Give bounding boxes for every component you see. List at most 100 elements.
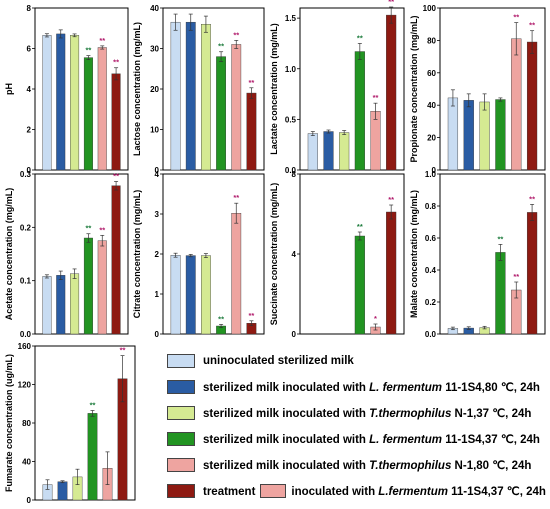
significance-mark: * (374, 314, 377, 323)
significance-mark: ** (90, 400, 96, 409)
chart-panel-4: 0.0 0.1 0.2 0.3 Acetate concentration (mg/mL… (4, 170, 129, 339)
y-tick-label: 80 (22, 419, 31, 428)
legend-item-3: sterilized milk inoculated with L. ferme… (167, 431, 540, 447)
significance-mark: ** (357, 33, 363, 42)
y-tick-label: 0.8 (425, 202, 437, 211)
y-axis-label: Lactose concentration (mg/mL) (132, 22, 142, 156)
significance-mark: ** (529, 194, 535, 203)
y-axis-label: Acetate concentration (mg/mL) (4, 188, 14, 321)
chart-panel-1: 0 10 20 30 40 Lactose concentration (mg/mL) **… (132, 4, 265, 175)
y-tick-label: 3 (155, 210, 160, 219)
bar-0 (447, 97, 459, 171)
significance-mark: ** (248, 78, 254, 87)
significance-mark: ** (218, 42, 224, 51)
y-tick-label: 0.0 (20, 330, 32, 339)
bar-4 (231, 212, 242, 335)
y-tick-label: 0 (155, 166, 160, 175)
y-tick-label: 30 (150, 45, 159, 54)
chart-panel-3: 0 20 40 60 80 100 Propionate concentration (mg… (409, 4, 546, 175)
legend-swatch-3 (167, 432, 195, 446)
significance-mark: ** (233, 193, 239, 202)
significance-mark: ** (248, 311, 254, 320)
legend-label-4: sterilized milk inoculated with T.thermo… (203, 460, 532, 472)
bar-3 (354, 235, 365, 335)
bar-1 (56, 33, 66, 171)
bar-0 (42, 276, 52, 335)
y-tick-label: 0 (432, 166, 437, 175)
y-tick-label: 0 (292, 330, 297, 339)
bar-3 (216, 56, 226, 171)
bar-3 (83, 237, 93, 335)
y-tick-label: 1 (155, 290, 160, 299)
y-axis-label: Lactate concentration (mg/mL) (269, 23, 279, 155)
chart-panel-2: 0.0 0.5 1.0 1.5 Lactate concentration (mg/mL… (269, 0, 405, 175)
bar-3 (87, 413, 98, 501)
bar-3 (495, 99, 506, 171)
y-tick-label: 1.5 (285, 14, 297, 23)
y-tick-label: 0 (27, 496, 32, 505)
legend-inline-swatch (260, 484, 287, 499)
significance-mark: ** (113, 58, 119, 67)
significance-mark: ** (113, 171, 119, 180)
plot-frame (34, 173, 129, 335)
bar-3 (83, 57, 93, 171)
bar-4 (370, 111, 381, 171)
significance-mark: ** (233, 30, 239, 39)
y-tick-label: 0.0 (285, 166, 297, 175)
bar-0 (170, 21, 181, 171)
y-tick-label: 0.2 (425, 298, 437, 307)
chart-panel-8: 0 40 80 120 160 Fumarate concentration (ug/mL… (4, 342, 136, 505)
legend-swatch-2 (167, 406, 195, 420)
significance-mark: ** (99, 36, 105, 45)
y-tick-label: 1.0 (425, 170, 437, 179)
bar-1 (185, 255, 196, 335)
y-tick-label: 40 (22, 458, 31, 467)
significance-mark: ** (513, 13, 519, 22)
legend-swatch-0 (167, 354, 195, 368)
y-tick-label: 60 (427, 69, 436, 78)
y-tick-label: 8 (27, 4, 32, 13)
y-tick-label: 20 (150, 85, 159, 94)
legend-label-3: sterilized milk inoculated with L. ferme… (203, 434, 540, 446)
legend-item-5: treatment inoculated with L.fermentum 11-… (167, 483, 546, 499)
bar-2 (70, 273, 80, 335)
y-axis-label: Fumarate concentration (ug/mL) (4, 354, 14, 492)
y-tick-label: 8 (292, 170, 297, 179)
y-tick-label: 0 (155, 330, 160, 339)
y-tick-label: 0.3 (20, 170, 32, 179)
bar-0 (170, 254, 181, 335)
bar-1 (56, 275, 66, 335)
y-tick-label: 0.5 (285, 115, 297, 124)
significance-mark: ** (99, 225, 105, 234)
bar-5 (111, 185, 121, 335)
significance-mark: ** (357, 222, 363, 231)
y-tick-label: 2 (155, 250, 160, 259)
legend-label-0: uninoculated sterilized milk (203, 355, 354, 367)
y-tick-label: 4 (292, 250, 297, 259)
significance-mark: ** (218, 314, 224, 323)
y-tick-label: 10 (150, 126, 159, 135)
y-axis-label: pH (4, 83, 14, 95)
plot-frame (299, 7, 405, 171)
bar-1 (57, 481, 68, 501)
y-tick-label: 20 (427, 134, 436, 143)
y-tick-label: 0 (27, 166, 32, 175)
y-tick-label: 40 (150, 4, 159, 13)
chart-panel-7: 0.0 0.2 0.4 0.6 0.8 1.0 Malate concentration (… (409, 170, 546, 339)
bar-2 (201, 24, 211, 171)
bar-3 (354, 51, 365, 171)
y-axis-label: Citrate concentration (mg/mL) (132, 190, 142, 319)
significance-mark: ** (529, 21, 535, 30)
bar-0 (307, 133, 318, 171)
bar-5 (246, 92, 257, 171)
y-tick-label: 100 (423, 4, 437, 13)
legend-label-1: sterilized milk inoculated with L. ferme… (203, 382, 540, 394)
y-tick-label: 2 (27, 126, 32, 135)
y-tick-label: 1.0 (285, 65, 297, 74)
y-tick-label: 0.2 (20, 223, 32, 232)
y-tick-label: 0.1 (20, 277, 32, 286)
significance-mark: ** (497, 234, 503, 243)
legend-swatch-1 (167, 380, 195, 394)
bar-2 (339, 132, 350, 171)
